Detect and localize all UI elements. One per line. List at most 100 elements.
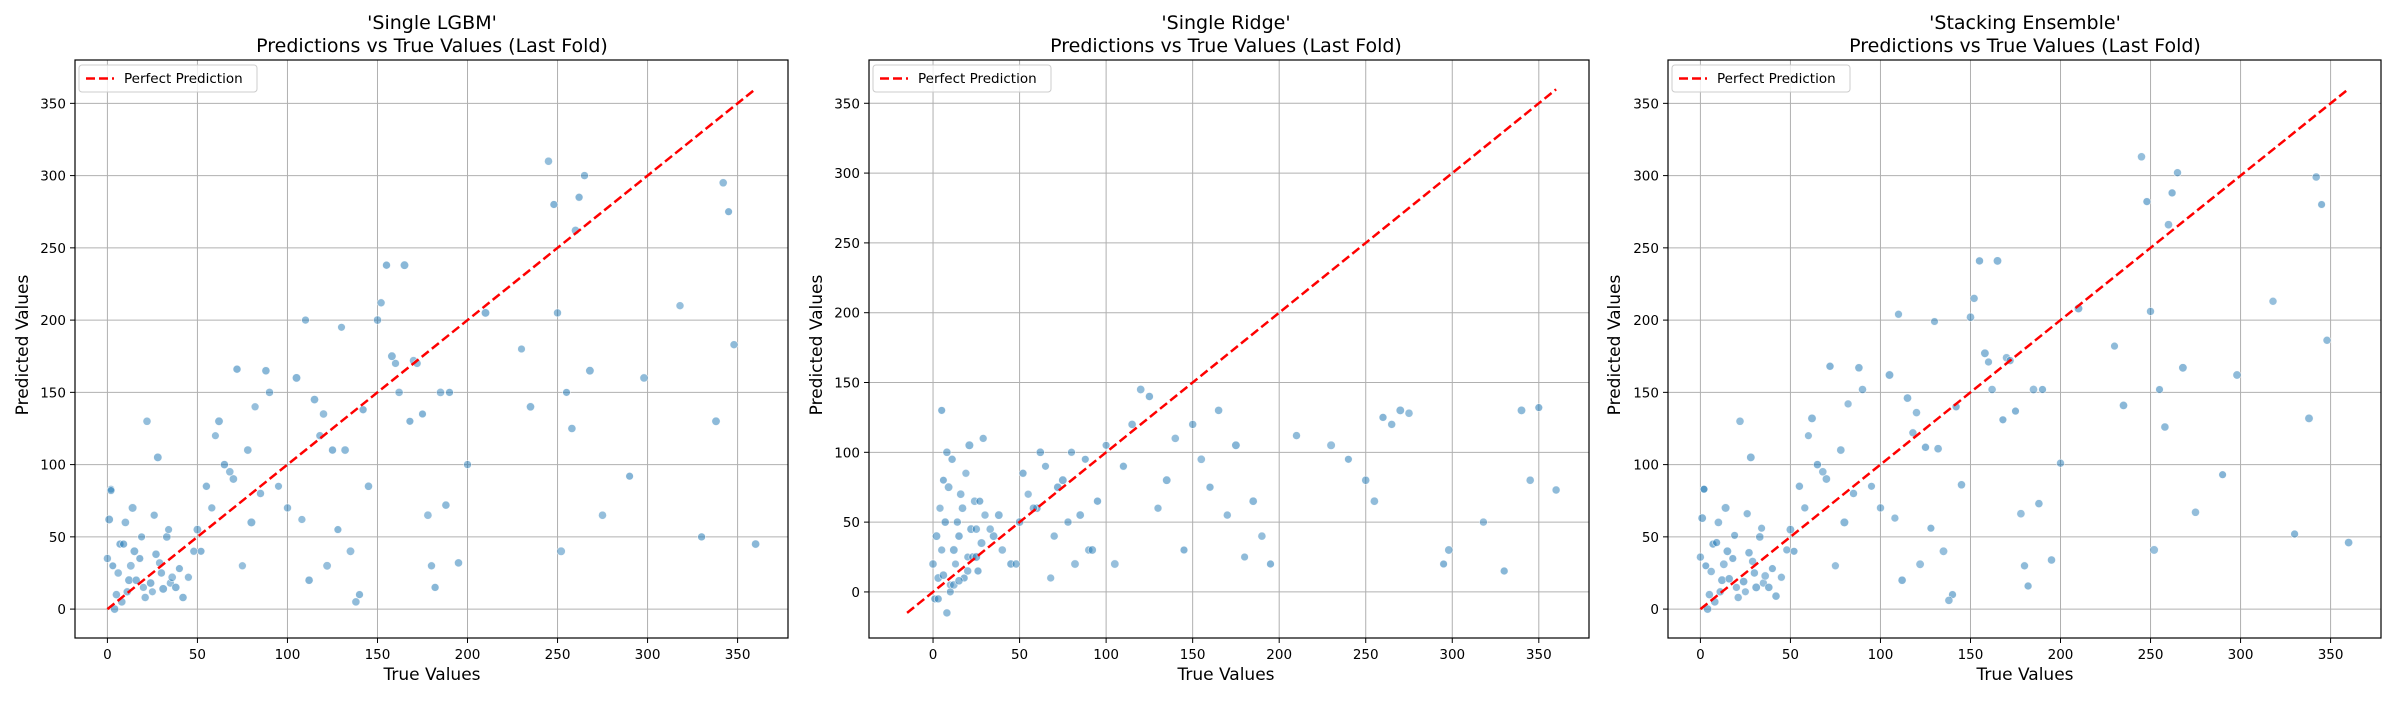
scatter-point (211, 431, 220, 440)
scatter-point (2146, 307, 2155, 316)
x-axis-label: True Values (382, 665, 480, 685)
x-tick-label: 300 (1439, 647, 1465, 663)
scatter-point (310, 395, 319, 405)
scatter-point (129, 546, 139, 556)
scatter-point (391, 359, 400, 368)
y-tick-label: 200 (40, 313, 66, 329)
scatter-point (1041, 462, 1050, 471)
scatter-point (544, 156, 553, 166)
x-axis-label: True Values (1176, 665, 1274, 685)
scatter-point (364, 481, 373, 491)
y-tick-label: 100 (834, 445, 860, 461)
scatter-point (1993, 256, 2002, 266)
scatter-point (1697, 513, 1707, 523)
y-tick-label: 150 (834, 376, 860, 392)
x-tick-label: 50 (1011, 647, 1028, 663)
scatter-point (1023, 489, 1033, 499)
scatter-point (405, 417, 415, 426)
legend: Perfect Prediction (872, 64, 1052, 93)
scatter-point (580, 171, 589, 180)
scatter-point (928, 559, 938, 569)
legend: Perfect Prediction (78, 64, 258, 93)
scatter-point (171, 583, 181, 592)
scatter-point (128, 503, 138, 513)
y-tick-label: 300 (1633, 169, 1659, 185)
x-tick-label: 100 (1093, 647, 1119, 663)
scatter-point (1926, 524, 1936, 533)
scatter-point (430, 583, 440, 592)
x-tick-label: 250 (1353, 647, 1379, 663)
scatter-point (949, 545, 959, 555)
scatter-point (418, 409, 427, 419)
x-tick-label: 0 (929, 647, 938, 663)
scatter-point (2011, 406, 2020, 416)
scatter-point (1067, 448, 1076, 457)
scatter-point (1223, 510, 1232, 520)
scatter-point (1404, 408, 1414, 418)
scatter-point (1444, 545, 1454, 555)
scatter-point (1782, 545, 1792, 555)
scatter-point (142, 416, 152, 426)
scatter-point (718, 178, 728, 188)
scatter-point (207, 503, 217, 513)
scatter-point (942, 608, 952, 618)
scatter-point (1018, 469, 1028, 478)
scatter-point (373, 315, 382, 325)
scatter-point (1744, 548, 1754, 558)
scatter-point (562, 388, 571, 397)
scatter-point (441, 500, 451, 510)
scatter-point (1912, 408, 1921, 417)
scatter-point (148, 587, 157, 596)
scatter-point (337, 323, 346, 332)
scatter-point (980, 510, 990, 520)
scatter-point (164, 525, 173, 534)
scatter-point (1717, 575, 1727, 585)
scatter-point (1162, 475, 1172, 485)
scatter-point (274, 482, 283, 491)
scatter-point (517, 344, 526, 354)
scatter-point (1049, 531, 1059, 541)
scatter-point (1046, 573, 1055, 583)
scatter-point (382, 260, 391, 270)
scatter-point (1730, 531, 1739, 540)
scatter-point (423, 510, 433, 520)
scatter-point (939, 476, 948, 485)
x-tick-label: 250 (2138, 647, 2164, 663)
scatter-point (2191, 507, 2200, 517)
scatter-point (140, 593, 150, 602)
scatter-point (1849, 489, 1858, 498)
perfect-prediction-line (106, 87, 757, 611)
scatter-point (1145, 392, 1154, 401)
y-tick-label: 250 (834, 236, 860, 252)
scatter-point (1957, 480, 1966, 490)
scatter-point (1378, 413, 1388, 422)
scatter-point (935, 503, 945, 513)
scatter-point (1742, 509, 1752, 518)
scatter-point (158, 584, 168, 594)
scatter-point (937, 406, 946, 415)
scatter-point (1984, 357, 1993, 367)
scatter-point (946, 587, 955, 597)
subplot-single-ridge: 'Single Ridge' Predictions vs True Value… (807, 12, 1590, 685)
scatter-point (1075, 510, 1085, 520)
scatter-point (1804, 431, 1813, 440)
x-tick-label: 200 (1266, 647, 1292, 663)
x-tick-label: 200 (2048, 647, 2074, 663)
y-tick-label: 350 (40, 96, 66, 112)
scatter-point (135, 554, 144, 563)
scatter-point (1858, 385, 1867, 394)
scatter-point (956, 489, 966, 499)
scatter-point (225, 467, 235, 477)
scatter-point (1724, 574, 1734, 584)
scatter-point (940, 517, 950, 527)
scatter-point (113, 568, 123, 578)
scatter-point (175, 564, 184, 573)
scatter-point (1760, 571, 1770, 581)
y-axis-label: Predicted Values (1605, 274, 1625, 415)
axes-frame (74, 59, 789, 639)
scatter-point (120, 517, 130, 527)
subplot-title-line2: Predictions vs True Values (Last Fold) (1849, 35, 2201, 57)
x-tick-label: 50 (189, 647, 206, 663)
scatter-point (427, 561, 436, 571)
scatter-point (2137, 152, 2146, 162)
